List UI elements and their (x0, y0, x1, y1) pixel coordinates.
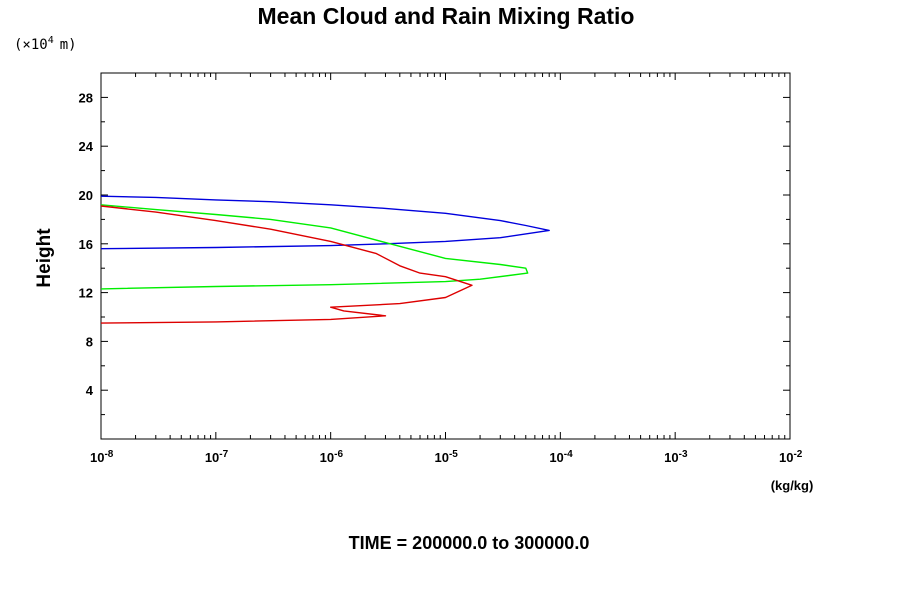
plot-frame (100, 72, 791, 440)
x-tick-labels: 10-8 10-7 10-6 10-5 10-4 10-3 10-2 (90, 449, 803, 465)
series-group (100, 195, 550, 324)
y-tick-label: 12 (79, 286, 93, 301)
y-tick-label: 16 (79, 237, 93, 252)
y-axis-label: Height (34, 228, 55, 288)
y-tick-labels: 4 8 12 16 20 24 28 (79, 90, 94, 398)
y-tick-label: 8 (86, 334, 93, 349)
y-tick-label: 28 (79, 90, 93, 105)
y-scale-prefix: (×10 (14, 37, 48, 53)
x-tick-label: 10-7 (205, 449, 229, 465)
axis-ticks (100, 73, 790, 439)
x-tick-label: 10-3 (664, 449, 688, 465)
chart-title: Mean Cloud and Rain Mixing Ratio (258, 3, 635, 29)
x-unit-label: (kg/kg) (771, 478, 814, 493)
y-scale-label: (×104 m) (14, 35, 77, 53)
y-tick-label: 4 (86, 383, 94, 398)
x-tick-label: 10-6 (320, 449, 344, 465)
y-scale-unit: m) (60, 37, 77, 53)
y-tick-label: 24 (79, 139, 94, 154)
series-line-3 (100, 205, 473, 324)
y-tick-label: 20 (79, 188, 93, 203)
series-line-1 (100, 195, 550, 250)
x-tick-label: 10-4 (549, 449, 573, 465)
x-tick-label: 10-2 (779, 449, 803, 465)
x-tick-label: 10-5 (435, 449, 459, 465)
series-line-2 (100, 204, 529, 290)
time-range-caption: TIME = 200000.0 to 300000.0 (349, 533, 590, 553)
x-tick-label: 10-8 (90, 449, 114, 465)
y-scale-exponent: 4 (48, 35, 54, 46)
